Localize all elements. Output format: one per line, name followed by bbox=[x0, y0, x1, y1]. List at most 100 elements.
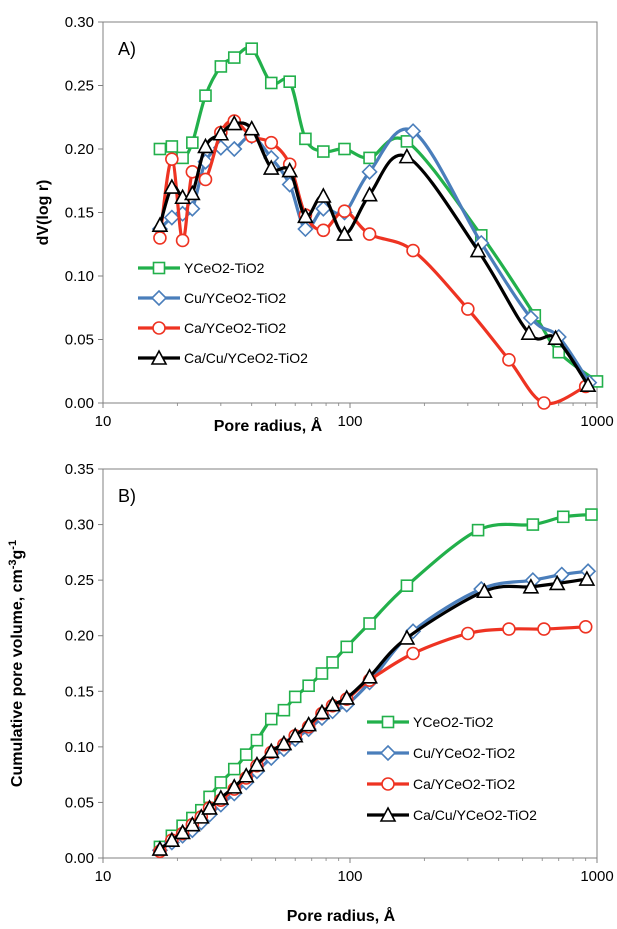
data-point-yceo2-tio2 bbox=[471, 523, 485, 537]
y-tick-label-a: 0.10 bbox=[65, 268, 94, 285]
data-point-ca-yceo2-tio2 bbox=[502, 622, 516, 636]
data-point-ca-yceo2-tio2 bbox=[198, 172, 213, 187]
legend-label-yceo2-tio2: YCeO2-TiO2 bbox=[413, 714, 494, 730]
data-point-ca-cu-yceo2-tio2 bbox=[324, 695, 341, 712]
data-point-ca-cu-yceo2-tio2 bbox=[212, 125, 230, 141]
data-point-yceo2-tio2 bbox=[176, 151, 189, 165]
y-tick-label-b: 0.35 bbox=[65, 461, 94, 478]
y-tick-label-b: 0.15 bbox=[65, 683, 94, 700]
data-point-yceo2-tio2 bbox=[288, 690, 302, 704]
data-point-ca-yceo2-tio2 bbox=[153, 231, 167, 245]
y-tick-label-a: 0.20 bbox=[65, 141, 94, 158]
data-point-ca-yceo2-tio2 bbox=[165, 152, 179, 166]
data-point-yceo2-tio2 bbox=[552, 345, 566, 359]
x-tick-label-a: 100 bbox=[337, 413, 362, 430]
data-point-yceo2-tio2 bbox=[363, 617, 376, 630]
data-point-ca-cu-yceo2-tio2 bbox=[248, 755, 266, 772]
data-point-yceo2-tio2 bbox=[214, 60, 228, 73]
legend-label-cu-yceo2-tio2: Cu/YCeO2-TiO2 bbox=[413, 745, 515, 761]
data-point-ca-yceo2-tio2 bbox=[537, 622, 551, 636]
data-point-yceo2-tio2 bbox=[227, 51, 241, 64]
data-point-ca-cu-yceo2-tio2 bbox=[398, 629, 416, 645]
plot-frame-b bbox=[102, 468, 598, 859]
data-point-yceo2-tio2 bbox=[199, 89, 212, 102]
y-tick-label-b: 0.00 bbox=[65, 850, 94, 867]
panel-label-a: A) bbox=[118, 39, 136, 59]
data-point-ca-cu-yceo2-tio2 bbox=[184, 184, 201, 201]
data-point-ca-cu-yceo2-tio2 bbox=[281, 161, 299, 178]
y-tick-label-b: 0.25 bbox=[65, 572, 94, 589]
data-point-yceo2-tio2 bbox=[317, 145, 330, 158]
data-point-ca-cu-yceo2-tio2 bbox=[548, 574, 566, 591]
data-point-yceo2-tio2 bbox=[264, 76, 278, 90]
data-point-ca-cu-yceo2-tio2 bbox=[315, 187, 332, 203]
legend-marker-ca-cu-yceo2-tio2 bbox=[150, 349, 168, 365]
y-axis-title-a: dV(log r) bbox=[35, 180, 52, 246]
data-point-ca-yceo2-tio2 bbox=[337, 204, 352, 219]
x-tick-label-b: 1000 bbox=[580, 868, 613, 885]
y-tick-label-a: 0.05 bbox=[65, 332, 94, 349]
data-point-ca-yceo2-tio2 bbox=[264, 135, 279, 150]
data-point-yceo2-tio2 bbox=[277, 703, 291, 717]
legend-b: YCeO2-TiO2 Cu/YCeO2-TiO2 Ca/YCeO2-TiO2 Ca/C… bbox=[367, 714, 537, 823]
data-point-cu-yceo2-tio2 bbox=[522, 309, 540, 327]
data-point-ca-cu-yceo2-tio2 bbox=[361, 668, 378, 684]
data-point-yceo2-tio2 bbox=[245, 42, 259, 55]
data-point-yceo2-tio2 bbox=[239, 748, 253, 761]
data-point-ca-cu-yceo2-tio2 bbox=[151, 216, 169, 232]
data-point-yceo2-tio2 bbox=[315, 667, 329, 680]
data-point-cu-yceo2-tio2 bbox=[297, 220, 314, 238]
legend-label-ca-yceo2-tio2: Ca/YCeO2-TiO2 bbox=[184, 320, 286, 336]
data-point-ca-cu-yceo2-tio2 bbox=[151, 840, 169, 856]
data-point-ca-cu-yceo2-tio2 bbox=[192, 808, 210, 824]
data-point-ca-cu-yceo2-tio2 bbox=[398, 147, 416, 164]
data-point-cu-yceo2-tio2 bbox=[404, 123, 422, 140]
series-line-cu-yceo2-tio2 bbox=[158, 127, 591, 384]
legend-marker-ca-yceo2-tio2 bbox=[152, 321, 166, 335]
data-point-yceo2-tio2 bbox=[165, 140, 179, 153]
legend-label-ca-cu-yceo2-tio2: Ca/Cu/YCeO2-TiO2 bbox=[413, 807, 537, 823]
y-axis-title-b-sup2: -1 bbox=[7, 540, 19, 550]
x-axis-title-b: Pore radius, Å bbox=[287, 906, 396, 924]
data-point-ca-cu-yceo2-tio2 bbox=[313, 703, 331, 720]
y-tick-label-b: 0.30 bbox=[65, 517, 94, 534]
x-axis-title-a: Pore radius, Å bbox=[214, 416, 323, 435]
data-point-yceo2-tio2 bbox=[556, 510, 570, 524]
data-point-yceo2-tio2 bbox=[153, 142, 167, 156]
data-point-yceo2-tio2 bbox=[340, 640, 354, 654]
data-point-ca-yceo2-tio2 bbox=[316, 223, 331, 238]
data-point-yceo2-tio2 bbox=[400, 579, 414, 593]
data-point-yceo2-tio2 bbox=[526, 518, 540, 531]
data-point-ca-cu-yceo2-tio2 bbox=[262, 742, 280, 759]
data-point-ca-cu-yceo2-tio2 bbox=[476, 582, 493, 599]
legend-label-yceo2-tio2: YCeO2-TiO2 bbox=[184, 260, 265, 276]
data-point-ca-cu-yceo2-tio2 bbox=[197, 137, 214, 154]
data-point-ca-cu-yceo2-tio2 bbox=[184, 815, 201, 832]
data-point-ca-yceo2-tio2 bbox=[461, 626, 475, 641]
data-point-ca-cu-yceo2-tio2 bbox=[300, 715, 317, 732]
data-point-ca-yceo2-tio2 bbox=[461, 302, 475, 316]
data-point-yceo2-tio2 bbox=[283, 75, 297, 88]
y-tick-label-a: 0.15 bbox=[65, 205, 94, 222]
data-point-ca-cu-yceo2-tio2 bbox=[578, 570, 596, 586]
data-point-ca-yceo2-tio2 bbox=[537, 396, 551, 410]
series-ca-cu-yceo2-tio2-b bbox=[151, 570, 596, 856]
data-point-ca-cu-yceo2-tio2 bbox=[469, 241, 487, 258]
data-point-yceo2-tio2 bbox=[214, 776, 228, 789]
legend-label-ca-yceo2-tio2: Ca/YCeO2-TiO2 bbox=[413, 776, 515, 792]
data-point-yceo2-tio2 bbox=[250, 733, 264, 747]
data-point-ca-cu-yceo2-tio2 bbox=[174, 823, 191, 840]
data-point-ca-yceo2-tio2 bbox=[175, 233, 190, 248]
y-axis-title-b: Cumulative pore volume, cm-3g-1 bbox=[7, 540, 26, 787]
y-tick-label-b: 0.05 bbox=[65, 794, 94, 811]
x-tick-label-a: 1000 bbox=[580, 413, 613, 430]
data-point-yceo2-tio2 bbox=[338, 142, 351, 156]
data-point-ca-cu-yceo2-tio2 bbox=[243, 119, 261, 136]
data-point-ca-cu-yceo2-tio2 bbox=[212, 789, 230, 805]
data-point-ca-cu-yceo2-tio2 bbox=[361, 186, 378, 202]
data-point-ca-yceo2-tio2 bbox=[502, 353, 516, 367]
data-point-ca-yceo2-tio2 bbox=[406, 243, 420, 258]
data-point-ca-cu-yceo2-tio2 bbox=[163, 831, 181, 848]
data-point-ca-cu-yceo2-tio2 bbox=[286, 727, 304, 743]
